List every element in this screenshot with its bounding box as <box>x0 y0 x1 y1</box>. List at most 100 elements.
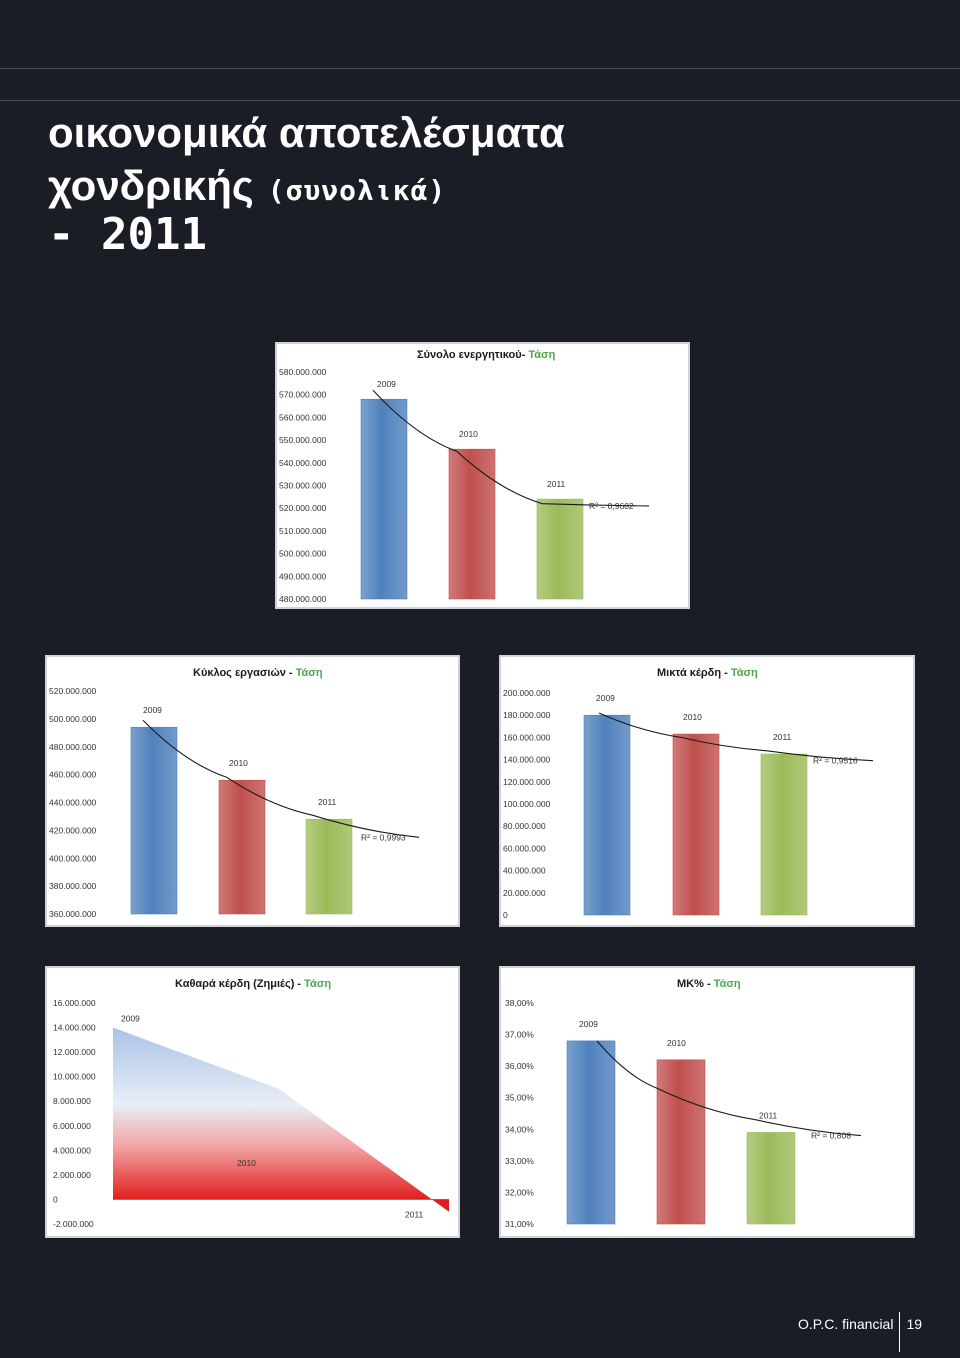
net-profit-ytick-label: 6.000.000 <box>53 1121 91 1131</box>
gross-margin-bar-2010 <box>656 1059 706 1225</box>
gross-profit-ytick-label: 140.000.000 <box>503 755 551 765</box>
gross-profit-ytick-label: 100.000.000 <box>503 799 551 809</box>
gross-profit-ytick-label: 20.000.000 <box>503 888 546 898</box>
turnover-title-main: Κύκλος εργασιών - <box>193 667 296 679</box>
turnover-ytick-label: 380.000.000 <box>49 881 97 891</box>
gross-margin-bar-2009 <box>566 1040 616 1225</box>
turnover-ytick-label: 520.000.000 <box>49 686 97 696</box>
footer-brand: O.P.C. financial <box>798 1316 894 1332</box>
turnover-ytick-label: 400.000.000 <box>49 853 97 863</box>
page-title-wholesale: χονδρικής <box>48 162 254 209</box>
net-profit-area-positive <box>113 1027 432 1200</box>
gross-profit-ytick-label: 120.000.000 <box>503 777 551 787</box>
turnover-bar-label-2009: 2009 <box>143 705 162 715</box>
total-assets-title-main: Σύνολο ενεργητικού- <box>417 349 528 361</box>
turnover-trend-line <box>142 719 420 838</box>
chart-turnover-svg: Κύκλος εργασιών - Τάση 360.000.000 380.000… <box>49 667 420 919</box>
total-assets-ytick-label: 510.000.000 <box>279 526 327 536</box>
chart-net-profit: Καθαρά κέρδη (Ζημιές) - Τάση -2.000.000 0 2… <box>45 966 460 1238</box>
total-assets-ytick-label: 490.000.000 <box>279 571 327 581</box>
total-assets-ytick-label: 500.000.000 <box>279 549 327 559</box>
page-title-year: - 2011 <box>48 209 207 260</box>
gross-margin-ytick-label: 36,00% <box>505 1061 534 1071</box>
net-profit-point-label-2009: 2009 <box>121 1014 140 1024</box>
gross-margin-ytick-label: 33,00% <box>505 1156 534 1166</box>
total-assets-r2-label: R² = 0,9682 <box>589 501 634 511</box>
total-assets-ytick-label: 480.000.000 <box>279 594 327 604</box>
net-profit-ytick-label: 16.000.000 <box>53 998 96 1008</box>
gross-profit-trend-line <box>598 712 874 762</box>
gross-margin-trend-line <box>596 1040 862 1137</box>
page-title-line-2: χονδρικής (συνολικά) <box>48 165 446 207</box>
gross-profit-bar-2011 <box>760 753 808 916</box>
net-profit-ytick-label: 14.000.000 <box>53 1023 96 1033</box>
turnover-title: Κύκλος εργασιών - Τάση <box>193 667 323 679</box>
net-profit-title-trend: Τάση <box>304 978 331 990</box>
total-assets-bar-label-2011: 2011 <box>547 479 566 489</box>
chart-total-assets-svg: Σύνολο ενεργητικού- Τάση 480.000.000 490.0… <box>279 349 650 604</box>
total-assets-ytick-label: 530.000.000 <box>279 481 327 491</box>
net-profit-ytick-label: 2.000.000 <box>53 1170 91 1180</box>
turnover-ytick-label: 360.000.000 <box>49 909 97 919</box>
total-assets-bar-2010 <box>448 448 496 600</box>
net-profit-point-label-2011: 2011 <box>405 1209 424 1219</box>
gross-profit-bar-2009 <box>583 714 631 916</box>
gross-profit-bar-label-2010: 2010 <box>683 712 702 722</box>
gross-margin-title-main: ΜΚ% - <box>677 978 714 990</box>
turnover-ytick-label: 420.000.000 <box>49 825 97 835</box>
gross-profit-r2-label: R² = 0,9516 <box>813 756 858 766</box>
chart-gross-profit-svg: Μικτά κέρδη - Τάση 0 20.000.000 40.000.000 6… <box>503 667 874 920</box>
gross-margin-ytick-label: 35,00% <box>505 1093 534 1103</box>
total-assets-bar-2011 <box>536 498 584 600</box>
turnover-bar-2010 <box>218 779 266 915</box>
total-assets-ytick-label: 570.000.000 <box>279 390 327 400</box>
turnover-ytick-label: 440.000.000 <box>49 798 97 808</box>
total-assets-bar-label-2009: 2009 <box>377 379 396 389</box>
chart-gross-margin: ΜΚ% - Τάση 31,00% 32,00% 33,00% 34,00% 35,00%… <box>499 966 915 1238</box>
gross-margin-ytick-label: 37,00% <box>505 1030 534 1040</box>
page-footer: O.P.C. financial 19 <box>798 1312 922 1352</box>
gross-profit-title: Μικτά κέρδη - Τάση <box>657 667 758 679</box>
net-profit-ytick-label: 4.000.000 <box>53 1145 91 1155</box>
chart-gross-profit: Μικτά κέρδη - Τάση 0 20.000.000 40.000.000 6… <box>499 655 915 927</box>
gross-margin-ytick-label: 31,00% <box>505 1219 534 1229</box>
gross-profit-bar-label-2009: 2009 <box>596 693 615 703</box>
gross-profit-ytick-label: 200.000.000 <box>503 688 551 698</box>
page-title-total: (συνολικά) <box>267 174 447 207</box>
gross-margin-bar-label-2011: 2011 <box>759 1110 778 1120</box>
total-assets-ytick-label: 540.000.000 <box>279 458 327 468</box>
total-assets-title: Σύνολο ενεργητικού- Τάση <box>417 349 556 361</box>
total-assets-title-trend: Τάση <box>528 349 555 361</box>
net-profit-ytick-label: 10.000.000 <box>53 1072 96 1082</box>
net-profit-ytick-label: -2.000.000 <box>53 1219 94 1229</box>
gross-margin-bar-label-2009: 2009 <box>579 1019 598 1029</box>
net-profit-point-label-2010: 2010 <box>237 1158 256 1168</box>
net-profit-title: Καθαρά κέρδη (Ζημιές) - Τάση <box>175 978 331 990</box>
gross-profit-ytick-label: 80.000.000 <box>503 821 546 831</box>
turnover-title-trend: Τάση <box>296 667 323 679</box>
title-rule <box>0 100 960 101</box>
chart-net-profit-svg: Καθαρά κέρδη (Ζημιές) - Τάση -2.000.000 0 2… <box>53 978 449 1229</box>
turnover-bar-2011 <box>305 818 353 915</box>
net-profit-ytick-label: 0 <box>53 1194 58 1204</box>
gross-profit-bar-label-2011: 2011 <box>773 732 792 742</box>
total-assets-ytick-label: 520.000.000 <box>279 503 327 513</box>
net-profit-area-negative <box>432 1199 449 1212</box>
page-title-line-1: οικονομικά αποτελέσματα <box>48 109 565 156</box>
gross-margin-bar-2011 <box>746 1132 796 1225</box>
gross-margin-bar-label-2010: 2010 <box>667 1038 686 1048</box>
total-assets-ytick-label: 550.000.000 <box>279 435 327 445</box>
gross-profit-bar-2010 <box>672 733 720 916</box>
gross-profit-ytick-label: 60.000.000 <box>503 843 546 853</box>
chart-turnover: Κύκλος εργασιών - Τάση 360.000.000 380.000… <box>45 655 460 927</box>
turnover-r2-label: R² = 0,9993 <box>361 832 406 842</box>
turnover-bar-label-2011: 2011 <box>318 797 337 807</box>
turnover-ytick-label: 500.000.000 <box>49 714 97 724</box>
gross-profit-ytick-label: 0 <box>503 910 508 920</box>
turnover-bar-2009 <box>130 726 178 915</box>
net-profit-ytick-label: 8.000.000 <box>53 1096 91 1106</box>
turnover-ytick-label: 480.000.000 <box>49 742 97 752</box>
gross-profit-title-trend: Τάση <box>731 667 758 679</box>
total-assets-ytick-label: 580.000.000 <box>279 367 327 377</box>
net-profit-title-main: Καθαρά κέρδη (Ζημιές) - <box>175 978 304 990</box>
